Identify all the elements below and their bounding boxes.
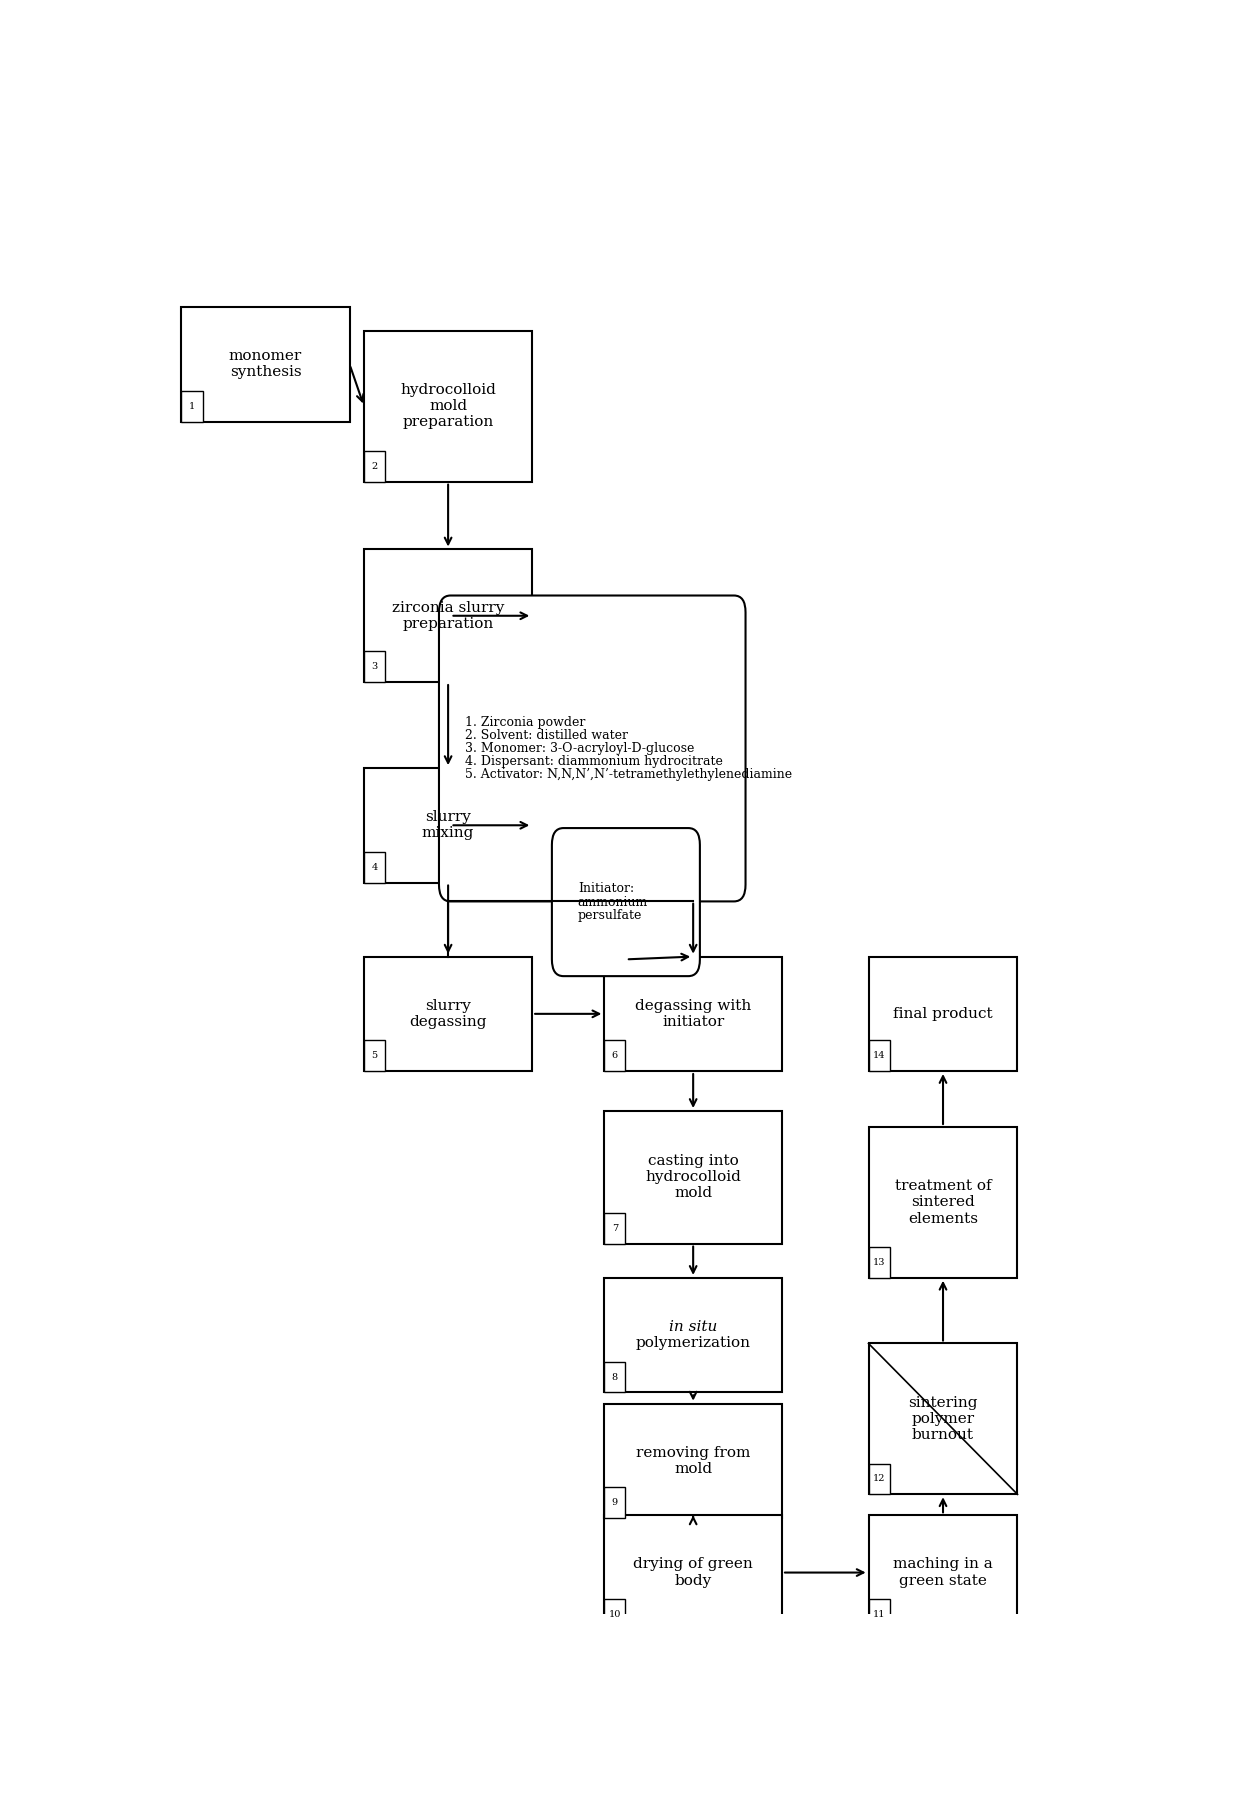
Bar xyxy=(868,1126,1018,1277)
Text: 13: 13 xyxy=(873,1257,885,1266)
Text: Initiator:: Initiator: xyxy=(578,882,634,896)
Text: ammonium: ammonium xyxy=(578,896,649,909)
Bar xyxy=(868,1041,889,1070)
Text: 6: 6 xyxy=(611,1052,618,1059)
Bar xyxy=(365,767,532,883)
Bar xyxy=(604,1214,625,1244)
Bar xyxy=(181,307,350,421)
Bar xyxy=(604,1404,782,1518)
Text: 9: 9 xyxy=(611,1498,618,1507)
FancyBboxPatch shape xyxy=(439,595,745,902)
Text: final product: final product xyxy=(893,1007,993,1021)
Text: 8: 8 xyxy=(611,1373,618,1382)
Bar xyxy=(365,1041,386,1070)
Text: persulfate: persulfate xyxy=(578,909,642,922)
Text: 1. Zirconia powder: 1. Zirconia powder xyxy=(465,715,585,729)
Text: slurry
degassing: slurry degassing xyxy=(409,1000,487,1029)
Text: casting into
hydrocolloid
mold: casting into hydrocolloid mold xyxy=(645,1154,742,1201)
Text: slurry
mixing: slurry mixing xyxy=(422,811,474,840)
Bar xyxy=(868,1246,889,1277)
Text: monomer
synthesis: monomer synthesis xyxy=(229,350,303,379)
Bar xyxy=(868,1600,889,1629)
Text: 1: 1 xyxy=(188,401,195,410)
Text: maching in a
green state: maching in a green state xyxy=(893,1558,993,1587)
Text: 14: 14 xyxy=(873,1052,885,1059)
Bar xyxy=(604,1600,625,1629)
Text: 5. Activator: N,N,N’,N’-tetramethylethylenediamine: 5. Activator: N,N,N’,N’-tetramethylethyl… xyxy=(465,769,792,782)
Text: degassing with
initiator: degassing with initiator xyxy=(635,1000,751,1029)
Bar xyxy=(868,1464,889,1495)
Text: 2. Solvent: distilled water: 2. Solvent: distilled water xyxy=(465,729,627,742)
Bar xyxy=(604,1110,782,1244)
Bar xyxy=(604,1515,782,1629)
Bar xyxy=(604,956,782,1070)
Bar xyxy=(365,452,386,483)
Bar xyxy=(868,1344,1018,1495)
Text: 5: 5 xyxy=(372,1052,378,1059)
Text: in situ: in situ xyxy=(668,1321,718,1335)
Text: zirconia slurry
preparation: zirconia slurry preparation xyxy=(392,600,505,631)
Bar xyxy=(604,1487,625,1518)
FancyBboxPatch shape xyxy=(552,827,699,976)
Text: 12: 12 xyxy=(873,1475,885,1484)
Text: sintering
polymer
burnout: sintering polymer burnout xyxy=(908,1395,978,1442)
Text: hydrocolloid
mold
preparation: hydrocolloid mold preparation xyxy=(401,383,496,430)
Bar xyxy=(604,1041,625,1070)
Text: 2: 2 xyxy=(372,463,378,472)
Bar xyxy=(604,1362,625,1393)
Bar xyxy=(604,1277,782,1393)
Text: drying of green
body: drying of green body xyxy=(634,1558,753,1587)
Text: 3. Monomer: 3-O-acryloyl-D-glucose: 3. Monomer: 3-O-acryloyl-D-glucose xyxy=(465,742,694,755)
Text: 7: 7 xyxy=(611,1224,618,1234)
Text: 4: 4 xyxy=(372,863,378,873)
Text: treatment of
sintered
elements: treatment of sintered elements xyxy=(895,1179,991,1226)
Bar xyxy=(365,956,532,1070)
Text: 10: 10 xyxy=(609,1611,621,1618)
Text: 4. Dispersant: diammonium hydrocitrate: 4. Dispersant: diammonium hydrocitrate xyxy=(465,755,723,767)
Bar xyxy=(365,651,386,682)
Text: removing from
mold: removing from mold xyxy=(636,1446,750,1477)
Bar xyxy=(365,853,386,883)
Bar xyxy=(868,1515,1018,1629)
Text: 11: 11 xyxy=(873,1611,885,1618)
Bar xyxy=(181,390,202,421)
Text: polymerization: polymerization xyxy=(636,1335,750,1350)
Bar xyxy=(365,550,532,682)
Bar xyxy=(365,330,532,483)
Text: 3: 3 xyxy=(372,662,378,671)
Bar xyxy=(868,956,1018,1070)
